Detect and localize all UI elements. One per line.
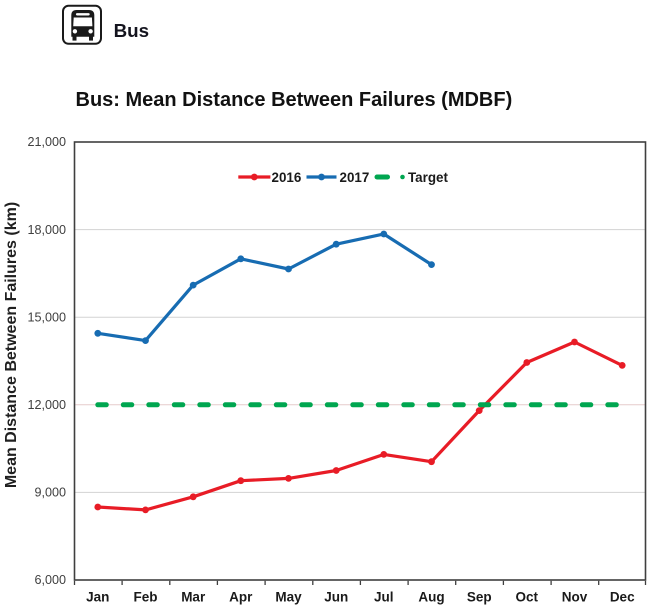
svg-text:Mar: Mar	[181, 590, 206, 605]
svg-text:Mean Distance Between Failures: Mean Distance Between Failures (km)	[3, 202, 20, 488]
svg-text:Nov: Nov	[562, 590, 588, 605]
svg-text:9,000: 9,000	[34, 486, 66, 500]
svg-text:Dec: Dec	[610, 590, 635, 605]
svg-text:Target: Target	[408, 170, 448, 185]
svg-text:Aug: Aug	[418, 590, 444, 605]
svg-text:6,000: 6,000	[34, 573, 66, 587]
svg-text:Jan: Jan	[86, 590, 109, 605]
svg-text:Sep: Sep	[467, 590, 492, 605]
svg-text:12,000: 12,000	[27, 398, 66, 412]
svg-text:21,000: 21,000	[27, 135, 66, 149]
svg-text:2017: 2017	[340, 170, 370, 185]
svg-text:Bus: Mean Distance Between Fai: Bus: Mean Distance Between Failures (MDB…	[76, 89, 513, 111]
svg-text:Jun: Jun	[324, 590, 348, 605]
svg-text:Jul: Jul	[374, 590, 394, 605]
svg-text:Oct: Oct	[516, 590, 539, 605]
svg-text:18,000: 18,000	[27, 223, 66, 237]
svg-text:Bus: Bus	[114, 20, 149, 41]
svg-text:Apr: Apr	[229, 590, 253, 605]
svg-text:May: May	[275, 590, 302, 605]
svg-text:2016: 2016	[272, 170, 302, 185]
svg-text:15,000: 15,000	[27, 310, 66, 324]
svg-text:Feb: Feb	[133, 590, 157, 605]
